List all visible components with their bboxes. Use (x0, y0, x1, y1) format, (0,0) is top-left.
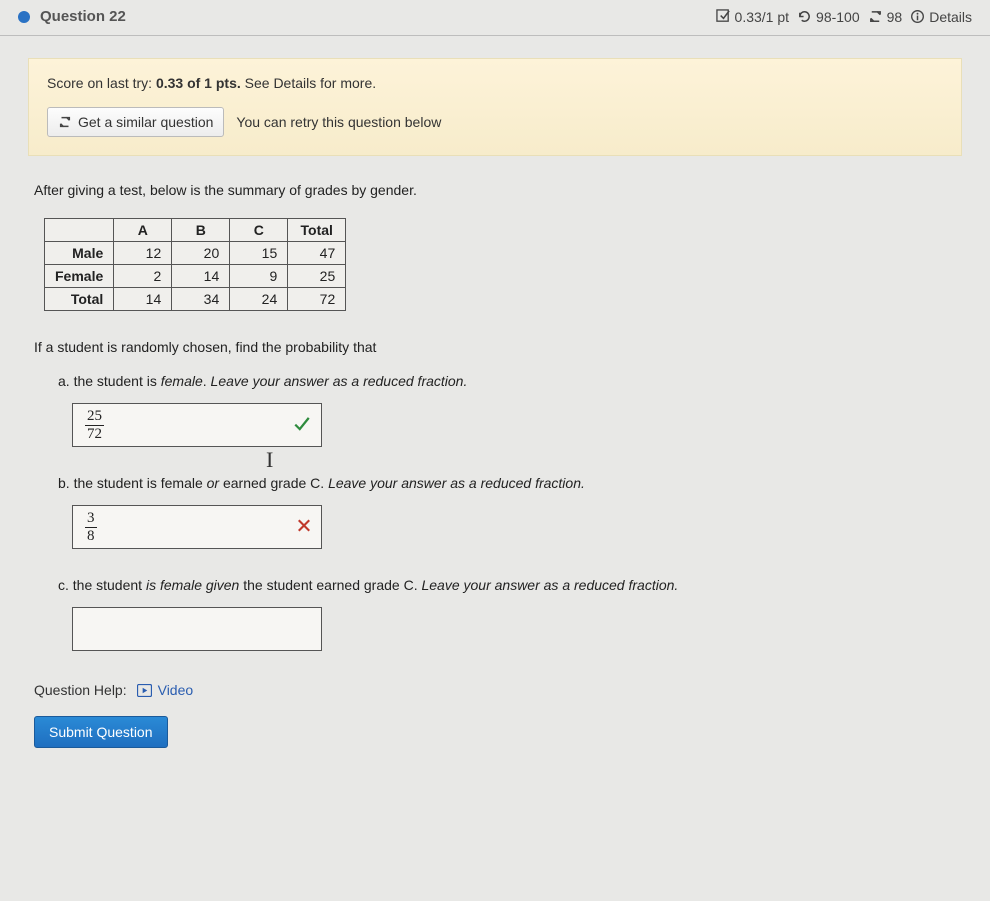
score-text: 0.33/1 pt (735, 9, 790, 25)
table-header-row: A B C Total (45, 219, 346, 242)
table-cell: 9 (230, 265, 288, 288)
part-em: or (207, 475, 219, 491)
table-row: Female 2 14 9 25 (45, 265, 346, 288)
table-cell: 2 (114, 265, 172, 288)
retries-text: 98 (887, 9, 903, 25)
table-cell: 24 (230, 288, 288, 311)
score-line: Score on last try: 0.33 of 1 pts. See De… (47, 75, 943, 91)
attempts-segment: 98-100 (797, 9, 860, 25)
retry-note: You can retry this question below (236, 114, 441, 130)
table-header: C (230, 219, 288, 242)
question-header: Question 22 0.33/1 pt 98-100 98 Details (0, 0, 990, 36)
table-header: B (172, 219, 230, 242)
fraction-denominator: 8 (87, 528, 95, 544)
fraction-denominator: 72 (87, 426, 102, 442)
part-text: . (203, 373, 211, 389)
table-header: A (114, 219, 172, 242)
get-similar-button[interactable]: Get a similar question (47, 107, 224, 137)
part-text: earned grade C. (219, 475, 328, 491)
table-cell: 25 (288, 265, 346, 288)
get-similar-label: Get a similar question (78, 114, 213, 130)
attempts-text: 98-100 (816, 9, 860, 25)
part-a: a. the student is female. Leave your ans… (58, 373, 956, 447)
header-meta: 0.33/1 pt 98-100 98 Details (716, 9, 972, 25)
part-a-label: a. the student is female. Leave your ans… (58, 373, 956, 389)
part-em: female (161, 373, 203, 389)
table-cell: 14 (114, 288, 172, 311)
question-title: Question 22 (40, 8, 126, 25)
correct-icon (293, 415, 311, 436)
part-instruction: Leave your answer as a reduced fraction. (421, 577, 678, 593)
part-text: the student earned grade C. (239, 577, 421, 593)
part-text: b. the student is female (58, 475, 207, 491)
help-label: Question Help: (34, 682, 127, 698)
part-instruction: Leave your answer as a reduced fraction. (211, 373, 468, 389)
part-text: a. the student is (58, 373, 161, 389)
prompt-text: After giving a test, below is the summar… (34, 182, 956, 198)
submit-button[interactable]: Submit Question (34, 716, 168, 748)
table-cell: 14 (172, 265, 230, 288)
incorrect-icon (297, 519, 311, 536)
video-link[interactable]: Video (137, 682, 194, 698)
part-text: c. the student (58, 577, 146, 593)
retry-icon (868, 9, 883, 24)
score-value: 0.33 of 1 pts. (156, 75, 241, 91)
video-icon (137, 684, 152, 697)
grades-table: A B C Total Male 12 20 15 47 Female 2 14… (44, 218, 346, 311)
fraction-entry: 3 8 (85, 511, 97, 544)
table-cell: 47 (288, 242, 346, 265)
fraction-entry: 25 72 (85, 409, 104, 442)
score-prefix: Score on last try: (47, 75, 156, 91)
table-cell: 34 (172, 288, 230, 311)
part-b-label: b. the student is female or earned grade… (58, 475, 956, 491)
answer-input-b[interactable]: 3 8 (72, 505, 322, 549)
details-link[interactable]: Details (910, 9, 972, 25)
help-row: Question Help: Video (34, 682, 956, 698)
row-label: Female (45, 265, 114, 288)
details-label: Details (929, 9, 972, 25)
part-c: c. the student is female given the stude… (58, 577, 956, 654)
retries-segment: 98 (868, 9, 903, 25)
video-label: Video (158, 682, 194, 698)
refresh-icon (58, 115, 72, 129)
info-icon (910, 9, 925, 24)
sub-prompt: If a student is randomly chosen, find th… (34, 339, 956, 355)
answer-input-c[interactable] (72, 607, 322, 651)
status-bullet-icon (18, 11, 30, 23)
part-b: b. the student is female or earned grade… (58, 475, 956, 549)
row-label: Male (45, 242, 114, 265)
part-c-label: c. the student is female given the stude… (58, 577, 956, 593)
fraction-numerator: 3 (85, 511, 97, 528)
table-cell: 72 (288, 288, 346, 311)
question-content: After giving a test, below is the summar… (0, 156, 990, 768)
part-em: is female given (146, 577, 239, 593)
part-instruction: Leave your answer as a reduced fraction. (328, 475, 585, 491)
undo-icon (797, 9, 812, 24)
answer-input-a[interactable]: 25 72 (72, 403, 322, 447)
row-label: Total (45, 288, 114, 311)
score-suffix: See Details for more. (241, 75, 376, 91)
table-cell: 15 (230, 242, 288, 265)
fraction-numerator: 25 (85, 409, 104, 426)
score-box: Score on last try: 0.33 of 1 pts. See De… (28, 58, 962, 156)
score-segment: 0.33/1 pt (716, 9, 790, 25)
checkbox-icon (716, 9, 731, 24)
table-header (45, 219, 114, 242)
text-cursor-icon: I (266, 447, 273, 473)
table-row: Total 14 34 24 72 (45, 288, 346, 311)
table-cell: 12 (114, 242, 172, 265)
table-row: Male 12 20 15 47 (45, 242, 346, 265)
table-cell: 20 (172, 242, 230, 265)
table-header: Total (288, 219, 346, 242)
